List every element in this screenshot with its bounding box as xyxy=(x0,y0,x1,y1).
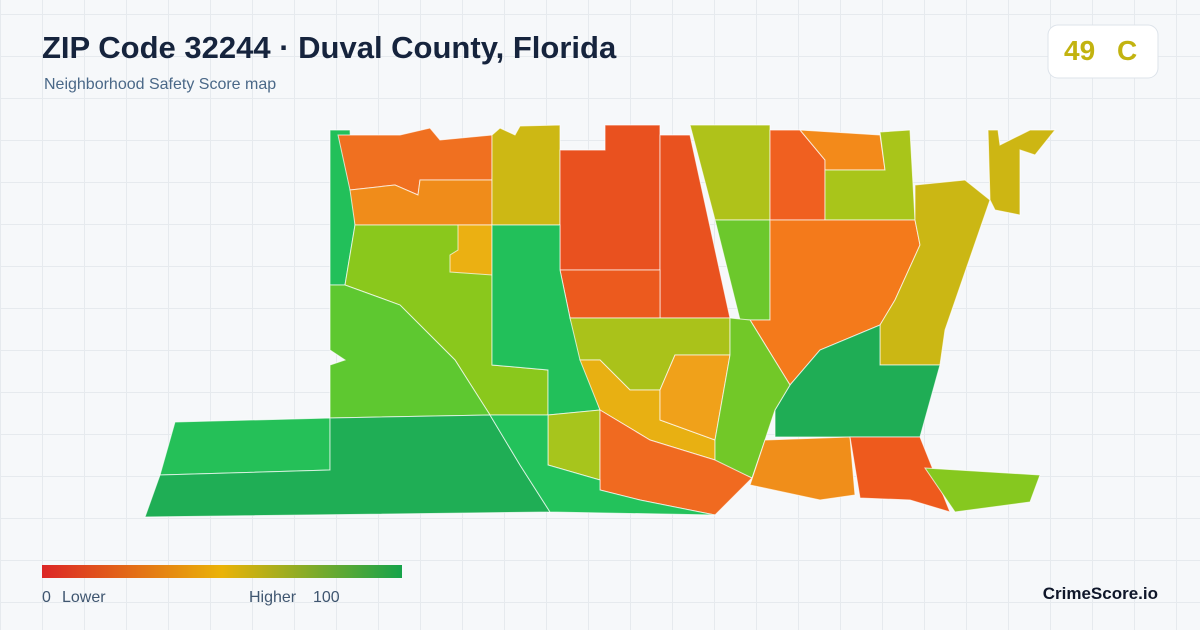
brand: CrimeScore.io xyxy=(1042,584,1158,603)
zip-areas xyxy=(144,124,1057,518)
area xyxy=(559,269,661,319)
area xyxy=(749,436,856,501)
legend-min: 0 xyxy=(42,589,51,606)
title: ZIP Code 32244 · Duval County, Florida xyxy=(42,30,617,65)
area xyxy=(849,436,951,513)
score-grade: C xyxy=(1117,35,1138,66)
score-badge xyxy=(1047,24,1159,79)
area xyxy=(491,124,561,226)
area xyxy=(159,417,331,476)
area xyxy=(924,467,1041,513)
score-value: 49 xyxy=(1064,35,1096,66)
area xyxy=(489,414,716,516)
area xyxy=(987,129,1057,216)
legend-gradient xyxy=(42,565,402,578)
legend-max-label: Higher xyxy=(249,589,297,606)
legend-min-label: Lower xyxy=(62,589,106,606)
area xyxy=(559,124,661,271)
legend-max: 100 xyxy=(313,589,340,606)
area xyxy=(774,324,941,438)
subtitle: Neighborhood Safety Score map xyxy=(44,76,277,93)
area xyxy=(659,354,731,441)
